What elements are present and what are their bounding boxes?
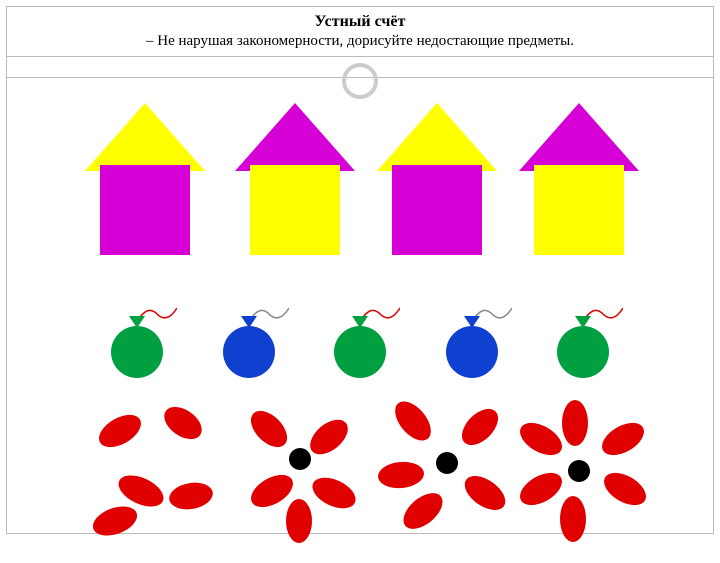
petal	[89, 501, 141, 541]
petal	[307, 471, 360, 514]
house-3	[377, 103, 497, 255]
flower-center	[436, 452, 458, 474]
flower-center	[568, 460, 590, 482]
ring-icon	[342, 63, 378, 99]
flowers-row	[87, 393, 653, 563]
house-4	[519, 103, 639, 255]
ball-4	[442, 298, 502, 378]
petal	[303, 413, 353, 461]
petal	[397, 486, 449, 535]
house-2	[235, 103, 355, 255]
petal	[377, 460, 425, 490]
flower-center	[289, 448, 311, 470]
flower-1	[87, 398, 229, 558]
house-roof	[235, 103, 355, 171]
house-roof	[519, 103, 639, 171]
ball-3	[330, 298, 390, 378]
subtitle: – Не нарушая закономерности, дорисуйте н…	[37, 33, 683, 50]
petal	[514, 466, 567, 512]
petal	[94, 408, 147, 454]
petal	[455, 402, 504, 451]
petal	[459, 469, 512, 517]
flower-4	[512, 398, 654, 558]
house-1	[85, 103, 205, 255]
house-roof	[377, 103, 497, 171]
ball-circle	[223, 326, 275, 378]
petal	[388, 395, 437, 447]
petal	[598, 466, 651, 512]
ball-circle	[446, 326, 498, 378]
title: Устный счёт	[37, 13, 683, 31]
petal	[596, 416, 649, 462]
petal	[158, 400, 207, 445]
header: Устный счёт – Не нарушая закономерности,…	[7, 7, 713, 54]
petal	[514, 416, 567, 462]
flower-2	[229, 398, 371, 558]
ball-1	[107, 298, 167, 378]
house-roof	[85, 103, 205, 171]
petal	[560, 496, 586, 542]
petal	[562, 400, 588, 446]
petal	[244, 404, 293, 453]
house-body	[392, 165, 482, 255]
house-body	[100, 165, 190, 255]
canvas	[7, 73, 713, 533]
balls-row	[107, 298, 613, 378]
divider-1	[7, 56, 713, 57]
petal	[286, 499, 312, 543]
house-body	[250, 165, 340, 255]
ball-circle	[111, 326, 163, 378]
ball-5	[553, 298, 613, 378]
petal	[167, 479, 215, 512]
flower-3	[370, 398, 512, 558]
ball-circle	[557, 326, 609, 378]
ball-2	[219, 298, 279, 378]
ball-circle	[334, 326, 386, 378]
house-body	[534, 165, 624, 255]
slide-frame: Устный счёт – Не нарушая закономерности,…	[6, 6, 714, 534]
